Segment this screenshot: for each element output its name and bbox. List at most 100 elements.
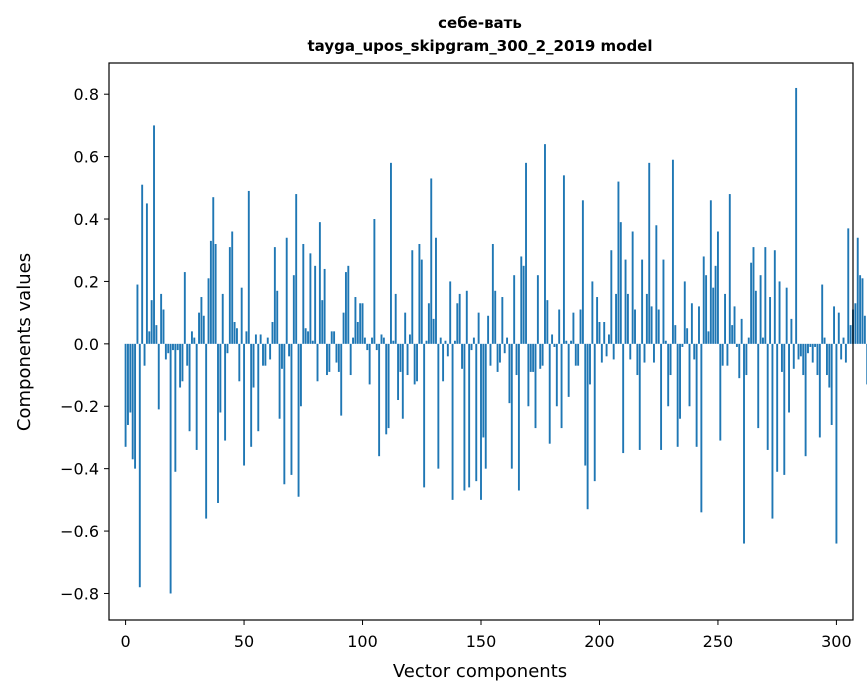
bar (750, 262, 753, 344)
bar (562, 175, 565, 344)
bar (653, 343, 655, 363)
bar (164, 343, 167, 360)
bar (792, 343, 795, 369)
bar (631, 231, 634, 344)
bar (517, 343, 520, 491)
bar (193, 337, 196, 344)
bar (695, 343, 698, 447)
bar (124, 343, 127, 447)
bar (778, 281, 781, 344)
bar (453, 340, 456, 344)
bar (608, 334, 610, 344)
bar (823, 337, 826, 344)
bar (446, 343, 449, 357)
bar (337, 343, 340, 372)
bar (356, 322, 359, 344)
bar (700, 343, 703, 513)
bar (411, 250, 414, 344)
bar (288, 343, 291, 357)
bar (155, 325, 158, 344)
bar (603, 322, 606, 344)
bar (702, 256, 705, 344)
bar (731, 325, 734, 344)
bar (645, 293, 648, 344)
bar (271, 322, 274, 344)
bar (527, 343, 530, 407)
bar (363, 337, 366, 344)
bar (167, 343, 170, 354)
bar (501, 297, 504, 344)
bar (214, 243, 217, 344)
bar (641, 259, 644, 344)
bar (179, 343, 182, 388)
bar (766, 343, 769, 450)
bar (472, 337, 475, 344)
bar (442, 343, 445, 382)
bar (228, 247, 231, 344)
x-tick-label: 0 (120, 632, 130, 651)
bar (842, 337, 845, 344)
bar (496, 343, 499, 372)
bar (565, 340, 568, 344)
bar (157, 343, 160, 410)
bar (861, 278, 864, 344)
bar (217, 343, 219, 503)
bar (333, 331, 336, 344)
bar (534, 343, 537, 429)
bar (200, 297, 203, 344)
bar (581, 200, 584, 344)
bar (721, 343, 724, 366)
x-tick-label: 50 (234, 632, 254, 651)
bar (461, 343, 463, 369)
bar (145, 203, 148, 344)
bar (141, 184, 144, 344)
bar (612, 343, 615, 360)
bar (520, 256, 523, 344)
bar (837, 312, 840, 344)
bar (380, 334, 383, 344)
bar (515, 343, 518, 376)
bar (726, 343, 729, 366)
bar (752, 247, 755, 344)
bar (596, 297, 599, 344)
bar (413, 343, 416, 385)
bar (579, 309, 582, 344)
bar (709, 200, 712, 344)
plot-frame (108, 62, 854, 621)
bar (425, 340, 428, 344)
bar (266, 337, 269, 344)
bar (404, 312, 407, 344)
y-tick-label: 0.4 (74, 210, 99, 229)
bar (615, 293, 618, 344)
bar (347, 265, 350, 344)
bar (525, 162, 527, 344)
y-tick-label: −0.4 (60, 460, 99, 479)
bar (449, 281, 452, 344)
bar (780, 343, 783, 372)
bar (236, 328, 238, 344)
bar (311, 340, 314, 344)
bar (475, 343, 478, 482)
bar (634, 309, 636, 344)
bar (584, 343, 587, 466)
bar (551, 334, 554, 344)
bar (250, 343, 253, 447)
bar (416, 343, 418, 382)
bar (522, 265, 525, 344)
bar (361, 303, 364, 344)
bar (705, 275, 708, 344)
y-axis-ticks: −0.8 −0.6 −0.4 −0.2 0.0 0.2 0.4 0.6 0.8 (60, 85, 109, 603)
bar (676, 343, 679, 447)
bar (624, 259, 627, 344)
bar (773, 250, 776, 344)
bar (456, 303, 459, 344)
bar (243, 343, 246, 466)
bar (195, 343, 198, 450)
bar (342, 312, 345, 344)
bar (385, 343, 388, 435)
bar (638, 343, 641, 450)
bar (776, 343, 779, 472)
bar (629, 343, 632, 360)
